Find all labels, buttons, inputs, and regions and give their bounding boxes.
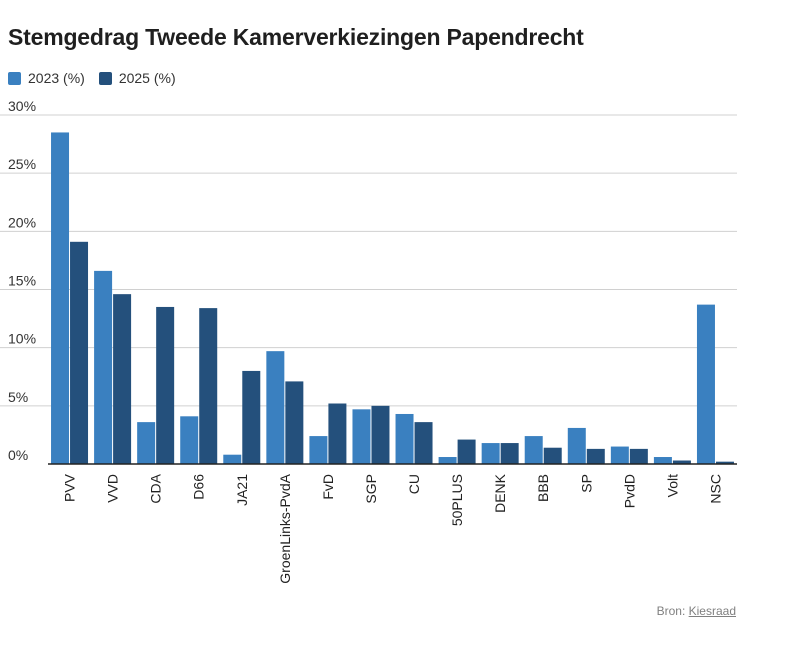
x-tick-label: FvD [320,474,336,500]
legend-label-2025: 2025 (%) [118,70,176,86]
bar-2025[interactable] [113,294,132,464]
bar-2023[interactable] [610,446,629,464]
bar-2025[interactable] [457,439,476,464]
x-tick-label: PVV [62,473,78,502]
bar-2023[interactable] [94,270,113,464]
bar-2025[interactable] [672,460,691,464]
y-tick-label: 25% [8,156,36,172]
legend-swatch-2025 [98,71,112,85]
y-tick-label: 15% [8,273,36,289]
bar-2025[interactable] [328,403,347,464]
y-tick-label: 30% [8,98,36,114]
x-tick-label: D66 [191,474,207,500]
bar-2025[interactable] [629,448,648,464]
chart-title: Stemgedrag Tweede Kamerverkiezingen Pape… [8,24,584,50]
bar-2025[interactable] [586,448,605,464]
bar-2025[interactable] [285,381,304,464]
legend: 2023 (%) 2025 (%) [8,70,176,86]
x-tick-label: 50PLUS [449,474,465,526]
x-tick-label: BBB [535,474,551,502]
x-tick-label: NSC [707,474,723,504]
bar-2023[interactable] [352,409,371,464]
x-tick-label: VVD [105,474,121,503]
bar-2025[interactable] [715,461,734,464]
y-tick-label: 20% [8,214,36,230]
bar-2025[interactable] [543,447,562,464]
bar-2023[interactable] [137,422,156,464]
legend-swatch-2023 [8,71,21,85]
bar-2023[interactable] [266,351,285,464]
bar-2025[interactable] [414,422,433,464]
bar-2023[interactable] [696,304,715,464]
bar-2023[interactable] [524,436,543,464]
bar-2023[interactable] [180,416,199,464]
x-tick-label: Volt [664,474,680,497]
bar-2023[interactable] [223,454,242,464]
legend-label-2023: 2023 (%) [28,70,85,86]
bar-2025[interactable] [242,370,261,464]
x-tick-label: SP [578,474,594,493]
bar-2023[interactable] [309,436,328,464]
x-tick-label: CDA [148,473,164,503]
bar-chart: 0% 5% 10% 15% 20% 25% 30% PVV VVD CDA D66 JA21 Groen… [0,98,737,584]
bar-2025[interactable] [199,308,218,464]
bar-2023[interactable] [567,427,586,464]
bar-2025[interactable] [70,241,89,464]
bar-2025[interactable] [156,306,175,464]
source-link[interactable]: Kiesraad [688,604,736,618]
legend-item-2023[interactable]: 2023 (%) [8,70,85,86]
x-tick-label: JA21 [234,474,250,506]
bar-2023[interactable] [481,443,500,464]
x-tick-label: GroenLinks-PvdA [277,473,293,583]
y-tick-label: 0% [8,447,28,463]
x-tick-label: DENK [492,473,508,513]
x-tick-label: PvdD [621,474,637,508]
x-tick-label: CU [406,474,422,494]
y-tick-label: 5% [8,389,28,405]
bar-2023[interactable] [395,413,414,464]
bar-2023[interactable] [653,457,672,464]
bar-2023[interactable] [51,132,70,464]
x-tick-label: SGP [363,474,379,504]
source-note: Bron: Kiesraad [657,604,736,618]
bar-2025[interactable] [371,405,390,464]
bar-2025[interactable] [500,443,519,464]
y-tick-label: 10% [8,331,36,347]
bar-2023[interactable] [438,457,457,464]
legend-item-2025[interactable]: 2025 (%) [98,70,176,86]
source-label: Bron: [656,604,686,618]
